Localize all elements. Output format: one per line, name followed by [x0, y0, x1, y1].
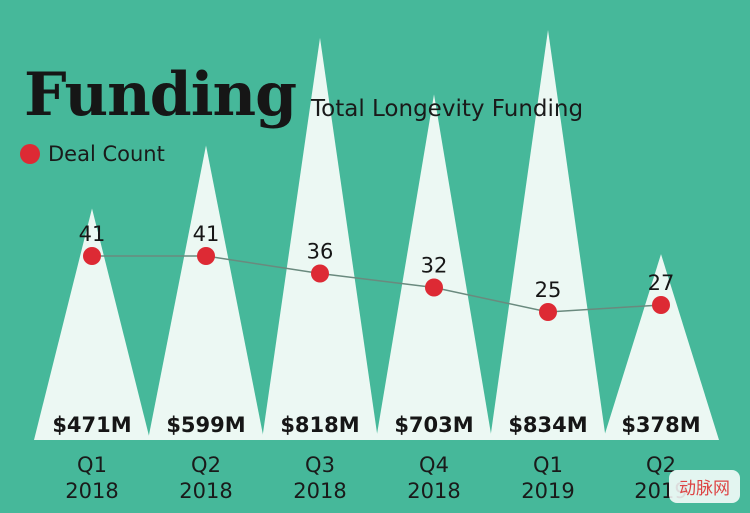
deal-count-dot: [197, 247, 215, 265]
funding-bar: [376, 94, 492, 440]
funding-value-label: $599M: [166, 413, 245, 437]
deal-count-dot: [83, 247, 101, 265]
x-tick-label: Q4: [419, 453, 449, 477]
funding-bar: [603, 254, 719, 440]
chart-subtitle: Total Longevity Funding: [311, 96, 584, 122]
funding-bar: [148, 145, 264, 440]
x-tick-label: 2019: [521, 479, 574, 503]
x-tick-label: Q1: [533, 453, 563, 477]
deal-count-label: 41: [193, 222, 220, 246]
watermark-logo: 动脉网: [669, 470, 740, 503]
chart-title: Funding: [24, 60, 297, 130]
legend-dot-icon: [20, 144, 40, 164]
deal-count-dots: [83, 247, 670, 321]
legend: Deal Count: [20, 142, 165, 166]
funding-bar: [34, 208, 150, 440]
deal-count-dot: [652, 296, 670, 314]
funding-value-label: $703M: [394, 413, 473, 437]
deal-count-label: 25: [535, 278, 562, 302]
data-labels: 41 41 36 32 25 27 $471M $599M $818M $703M $834M $37…: [52, 222, 700, 437]
deal-count-label: 32: [421, 254, 448, 278]
deal-count-dot: [311, 264, 329, 283]
x-tick-label: 2018: [179, 479, 232, 503]
deal-count-label: 36: [307, 240, 334, 264]
x-tick-label: Q3: [305, 453, 335, 477]
deal-count-label: 27: [648, 271, 675, 295]
funding-value-label: $471M: [52, 413, 131, 437]
deal-count-line-group: [92, 255, 662, 313]
funding-bar: [262, 37, 378, 440]
funding-value-label: $378M: [621, 413, 700, 437]
funding-bar: [490, 30, 606, 440]
x-tick-label: Q2: [191, 453, 221, 477]
funding-value-label: $818M: [280, 413, 359, 437]
x-tick-label: 2018: [65, 479, 118, 503]
deal-count-label: 41: [79, 222, 106, 246]
funding-value-label: $834M: [508, 413, 587, 437]
deal-count-line: [92, 255, 662, 313]
funding-bars: [34, 30, 719, 440]
deal-count-dot: [539, 303, 557, 321]
x-tick-label: 2018: [407, 479, 460, 503]
legend-label: Deal Count: [48, 142, 165, 166]
deal-count-dot: [425, 278, 443, 297]
x-tick-label: 2018: [293, 479, 346, 503]
x-tick-label: Q1: [77, 453, 107, 477]
